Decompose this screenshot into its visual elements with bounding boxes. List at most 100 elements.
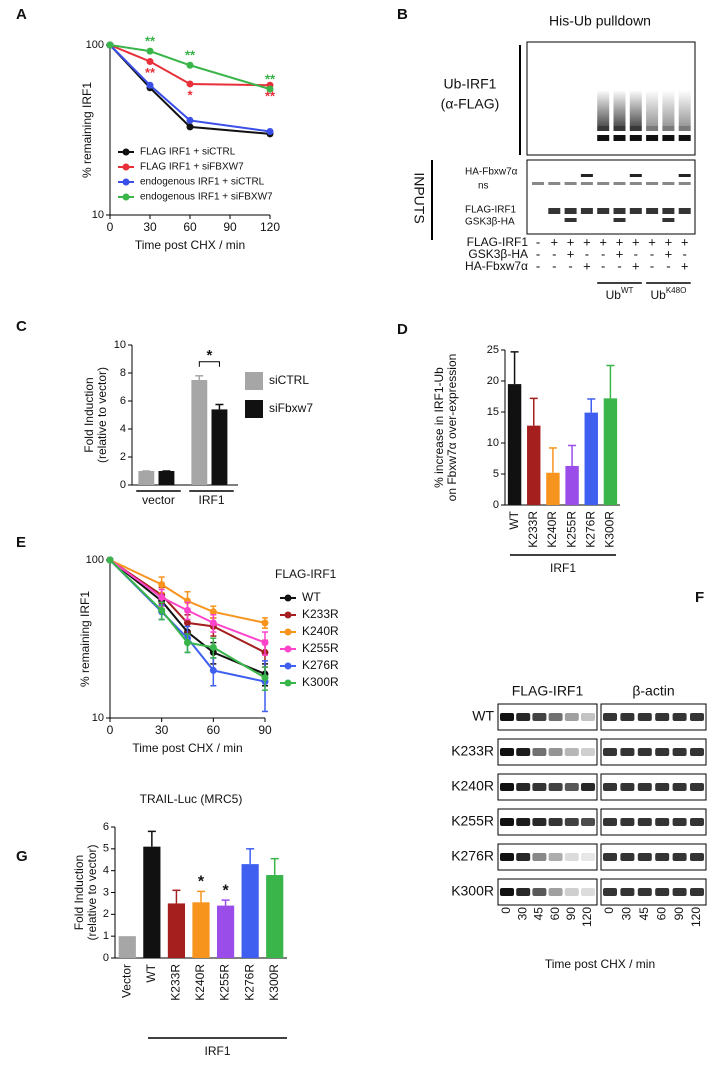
x-tick-label: K240R [545,511,559,548]
x-tick-label: K240R [193,964,207,1001]
legend-title: FLAG-IRF1 [275,567,337,581]
x-tick-label: WT [507,510,521,529]
band [662,135,675,141]
band [613,126,626,131]
data-point [209,619,217,627]
condition-sign: + [567,246,575,261]
band [580,208,593,214]
band [603,888,617,896]
band [564,853,579,861]
band [516,783,531,791]
legend-marker [284,594,292,602]
band [672,783,687,791]
lane-label: 90 [564,907,578,921]
condition-sign: + [583,234,591,249]
band [564,888,579,896]
data-point [209,643,217,651]
band [564,182,577,185]
band [532,748,547,756]
band [603,713,617,721]
blot-frame [600,773,707,801]
condition-sign: - [601,258,605,273]
band [662,208,675,214]
y-tick-label: 8 [120,367,126,379]
condition-sign: - [617,258,621,273]
band [629,208,642,214]
error-bar [195,375,204,380]
band [662,218,675,222]
x-tick-label: 30 [143,220,157,234]
band [672,853,687,861]
lane-label: 60 [548,907,562,921]
band [655,888,670,896]
bar [241,864,259,958]
band [655,783,670,791]
bar [266,875,284,958]
bar [527,425,541,505]
legend-marker [122,193,130,201]
band [580,182,593,185]
band [564,818,579,826]
error-bar [246,848,255,865]
band [500,748,514,756]
band [655,853,670,861]
band [646,126,659,131]
band-label: ns [478,181,489,192]
condition-sign: + [632,234,640,249]
condition-label: FLAG-IRF1 [467,235,529,249]
lane-label: 30 [620,907,634,921]
x-tick-label: 90 [258,723,272,737]
x-tick-label: K255R [564,511,578,548]
data-point [184,619,191,627]
band [581,853,595,861]
legend-label: K300R [302,675,339,689]
band [629,182,642,185]
y-tick-label: 20 [487,375,499,387]
condition-sign: + [648,234,656,249]
legend-marker [284,628,292,636]
data-point [106,41,114,49]
band [637,748,652,756]
bar [584,412,598,505]
band-label: FLAG-IRF1 [465,205,517,216]
panel-label: A [16,6,27,23]
legend-label: K233R [302,607,339,621]
band [620,888,635,896]
row-label: K276R [451,848,494,864]
legend-swatch [245,400,263,418]
band [597,126,610,131]
band [678,135,691,141]
annotation: * [187,87,193,102]
series-line [109,44,271,133]
band [532,182,544,185]
column-header: β-actin [632,683,674,699]
band [581,888,595,896]
x-tick-label: vector [142,493,175,507]
legend-label: FLAG IRF1 + siCTRL [140,147,236,158]
y-tick-label: 10 [487,437,499,449]
bar [192,902,210,958]
x-tick-label: 0 [107,220,114,234]
condition-sign: - [536,246,540,261]
condition-sign: - [536,234,540,249]
x-tick-label: K276R [242,964,256,1001]
data-point [186,61,194,69]
x-tick-label: K233R [169,964,183,1001]
y-axis-label: Fold Induction [82,377,96,452]
error-bar [221,899,230,906]
panel-label: F [695,589,704,606]
band [597,182,610,185]
annotation: * [206,347,212,364]
blot-frame [600,808,707,836]
band [620,713,635,721]
x-tick-label: K233R [526,511,540,548]
band [532,888,547,896]
data-point [186,116,194,124]
band [500,818,514,826]
condition-sign: + [551,234,559,249]
ub-smear [678,90,691,126]
row-label: K240R [451,778,494,794]
annotation: * [222,882,229,899]
condition-sign: - [601,246,605,261]
band [662,182,675,185]
